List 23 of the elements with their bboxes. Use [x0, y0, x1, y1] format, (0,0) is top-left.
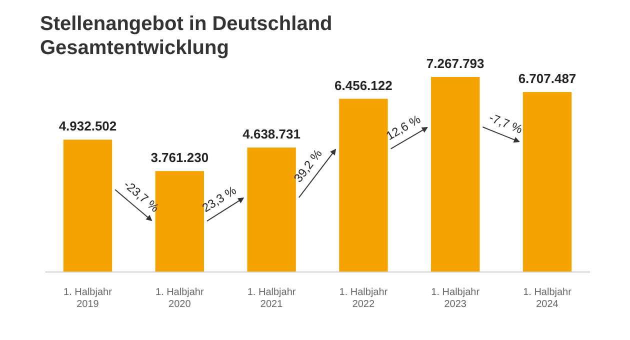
data-label: 7.267.793 [426, 56, 484, 71]
x-tick-label: 1. Halbjahr 2020 [155, 287, 204, 310]
bar [522, 92, 572, 272]
data-label: 4.638.731 [242, 126, 300, 142]
x-tick-label: 1. Halbjahr 2024 [523, 287, 572, 310]
chart-subtitle: Gesamtentwicklung [40, 37, 229, 59]
data-label: 6.456.122 [334, 78, 392, 93]
data-label: 4.932.502 [58, 118, 117, 134]
bar [63, 140, 112, 272]
x-tick-label: 1. Halbjahr 2021 [247, 287, 296, 310]
data-label: 3.761.230 [150, 150, 209, 166]
bar [247, 148, 296, 272]
annotation: -7,7 % [487, 110, 525, 136]
annotation: 23,3 % [200, 183, 239, 216]
chart-title: Stellenangebot in Deutschland [40, 13, 332, 35]
annotation: 12,6 % [384, 112, 424, 144]
x-tick-label: 1. Halbjahr 2022 [339, 287, 388, 310]
data-label: 6.707.487 [518, 71, 576, 86]
x-tick-label: 1. Halbjahr 2019 [64, 287, 113, 310]
annotation: -23,7 % [121, 178, 162, 216]
bar [431, 77, 480, 272]
bar [339, 98, 388, 272]
x-tick-label: 1. Halbjahr 2023 [431, 287, 480, 310]
